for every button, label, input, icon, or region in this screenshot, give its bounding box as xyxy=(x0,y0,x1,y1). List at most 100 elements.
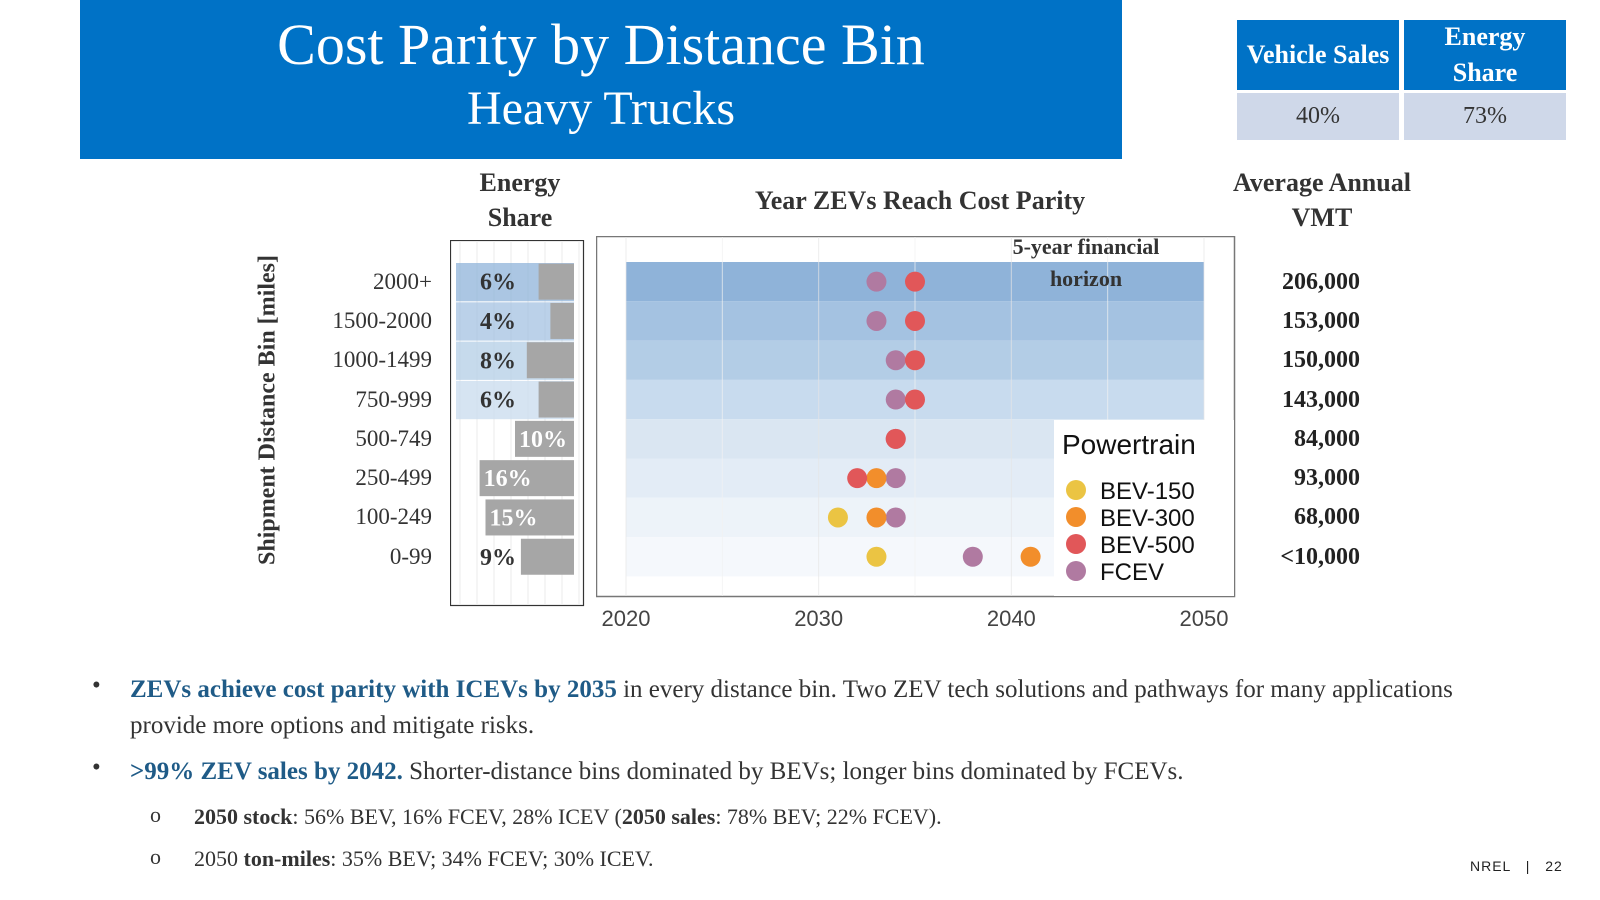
vmt-value: 93,000 xyxy=(1294,465,1360,492)
data-point-fcev xyxy=(866,310,887,331)
sub-bullet-2-bold: ton-miles xyxy=(243,846,331,871)
legend-swatch xyxy=(1066,507,1086,527)
sub-bullet-2-text: : 35% BEV; 34% FCEV; 30% ICEV. xyxy=(330,846,654,871)
data-point-bev-500 xyxy=(885,428,906,449)
energy-share-bar xyxy=(479,460,574,497)
distance-bin-label: 100-249 xyxy=(355,504,432,530)
kpi-vehicle-sales: Vehicle Sales 40% xyxy=(1237,20,1399,140)
title-banner: Cost Parity by Distance Bin Heavy Trucks xyxy=(80,0,1122,159)
energy-share-chart: 6%4%8%6%10%16%15%9% xyxy=(450,240,585,607)
sub-bullet-1-bold-2: 2050 sales xyxy=(621,804,716,829)
energy-share-label: 16% xyxy=(484,466,532,492)
data-point-bev-500 xyxy=(905,310,925,331)
distance-bin-label: 750-999 xyxy=(355,386,432,412)
bullet-2-bold: >99% ZEV sales by 2042. xyxy=(130,758,403,785)
distance-bin-label: 250-499 xyxy=(355,465,432,491)
data-point-fcev xyxy=(885,468,906,489)
kpi-label: Energy Share xyxy=(1404,20,1566,90)
kpi-value: 40% xyxy=(1237,93,1399,140)
footer-org: NREL xyxy=(1470,858,1511,874)
financial-horizon-annotation: horizon xyxy=(1050,266,1122,291)
bullet-1-text: in every distance bin. Two ZEV tech solu… xyxy=(130,676,1453,739)
energy-share-label: 10% xyxy=(519,427,567,453)
cost-parity-chart: 5-year financial horizon 2020 2030 2040 2050 P… xyxy=(596,236,1236,631)
legend-label: BEV-150 xyxy=(1100,478,1195,505)
vmt-value: 143,000 xyxy=(1282,386,1360,413)
data-point-bev-300 xyxy=(866,507,887,528)
data-point-fcev xyxy=(885,389,906,410)
data-point-fcev xyxy=(885,350,906,371)
data-point-bev-500 xyxy=(847,468,868,489)
bullet-2-text: Shorter-distance bins dominated by BEVs;… xyxy=(402,758,1184,785)
energy-share-bar xyxy=(485,499,574,536)
bullet-dot: • xyxy=(92,754,101,781)
footer-separator: | xyxy=(1525,858,1531,874)
energy-share-bar xyxy=(550,302,574,339)
energy-share-bar xyxy=(526,342,574,379)
kpi-label: Vehicle Sales xyxy=(1237,20,1399,90)
slide-subtitle: Heavy Trucks xyxy=(466,82,735,135)
footer-page-number: 22 xyxy=(1545,858,1563,874)
financial-horizon-annotation: 5-year financial xyxy=(1013,236,1160,259)
energy-share-label: 4% xyxy=(480,309,516,335)
legend-swatch xyxy=(1066,534,1086,554)
legend-label: FCEV xyxy=(1100,559,1164,586)
x-tick-label: 2040 xyxy=(987,606,1036,631)
data-point-fcev xyxy=(866,271,887,292)
footer: NREL | 22 xyxy=(1470,858,1563,874)
energy-share-bar xyxy=(538,381,574,418)
data-point-bev-300 xyxy=(1020,546,1041,567)
energy-share-label: 6% xyxy=(480,270,516,296)
x-tick-label: 2050 xyxy=(1180,606,1229,631)
data-point-fcev xyxy=(885,507,906,528)
energy-share-bar xyxy=(520,538,574,575)
bullet-1-bold: ZEVs achieve cost parity with ICEVs by 2… xyxy=(130,676,617,703)
sub-bullet-1-text: : 56% BEV, 16% FCEV, 28% ICEV ( xyxy=(292,804,622,829)
data-point-bev-500 xyxy=(905,389,925,410)
vmt-value: 68,000 xyxy=(1294,504,1360,531)
data-point-bev-500 xyxy=(905,271,925,292)
data-point-bev-300 xyxy=(866,468,887,489)
sub-bullet-marker: o xyxy=(150,844,161,869)
sub-bullet-marker: o xyxy=(150,802,161,827)
energy-share-bar xyxy=(538,263,574,300)
data-point-fcev xyxy=(962,546,983,567)
vmt-value: 206,000 xyxy=(1282,268,1360,295)
distance-bin-label: 500-749 xyxy=(355,425,432,451)
data-point-bev-150 xyxy=(827,507,848,528)
vmt-header: Average Annual VMT xyxy=(1233,168,1411,232)
legend-title: Powertrain xyxy=(1062,429,1196,460)
y-axis-label: Shipment Distance Bin [miles] xyxy=(254,255,281,566)
legend-label: BEV-500 xyxy=(1100,532,1195,559)
x-tick-label: 2020 xyxy=(602,606,651,631)
vmt-value: 150,000 xyxy=(1282,347,1360,374)
slide-title: Cost Parity by Distance Bin xyxy=(277,12,925,77)
energy-share-label: 9% xyxy=(480,545,516,571)
energy-share-header: Energy Share xyxy=(479,168,561,232)
kpi-value: 73% xyxy=(1404,93,1566,140)
sub-bullet-2-prefix: 2050 xyxy=(194,846,244,871)
vmt-value: 153,000 xyxy=(1282,307,1360,334)
legend-swatch xyxy=(1066,561,1086,581)
distance-bin-label: 1500-2000 xyxy=(332,307,432,333)
energy-share-bar xyxy=(515,420,574,457)
kpi-energy-share: Energy Share 73% xyxy=(1404,20,1566,140)
data-point-bev-500 xyxy=(905,350,925,371)
sub-bullet-1-text-2: : 78% BEV; 22% FCEV). xyxy=(715,804,942,829)
distance-bin-label: 0-99 xyxy=(389,543,432,569)
bullet-dot: • xyxy=(92,672,101,699)
legend-label: BEV-300 xyxy=(1100,505,1195,532)
distance-bin-label: 2000+ xyxy=(373,268,432,294)
data-point-bev-150 xyxy=(866,546,887,567)
legend-swatch xyxy=(1066,480,1086,500)
vmt-value: <10,000 xyxy=(1280,543,1360,570)
distance-bin-label: 1000-1499 xyxy=(332,347,432,373)
x-tick-label: 2030 xyxy=(794,606,843,631)
vmt-value: 84,000 xyxy=(1294,425,1360,452)
chart-title: Year ZEVs Reach Cost Parity xyxy=(754,186,1086,215)
sub-bullet-1-bold: 2050 stock xyxy=(194,804,293,829)
energy-share-label: 15% xyxy=(490,505,538,531)
energy-share-label: 8% xyxy=(480,348,516,374)
energy-share-label: 6% xyxy=(480,388,516,414)
